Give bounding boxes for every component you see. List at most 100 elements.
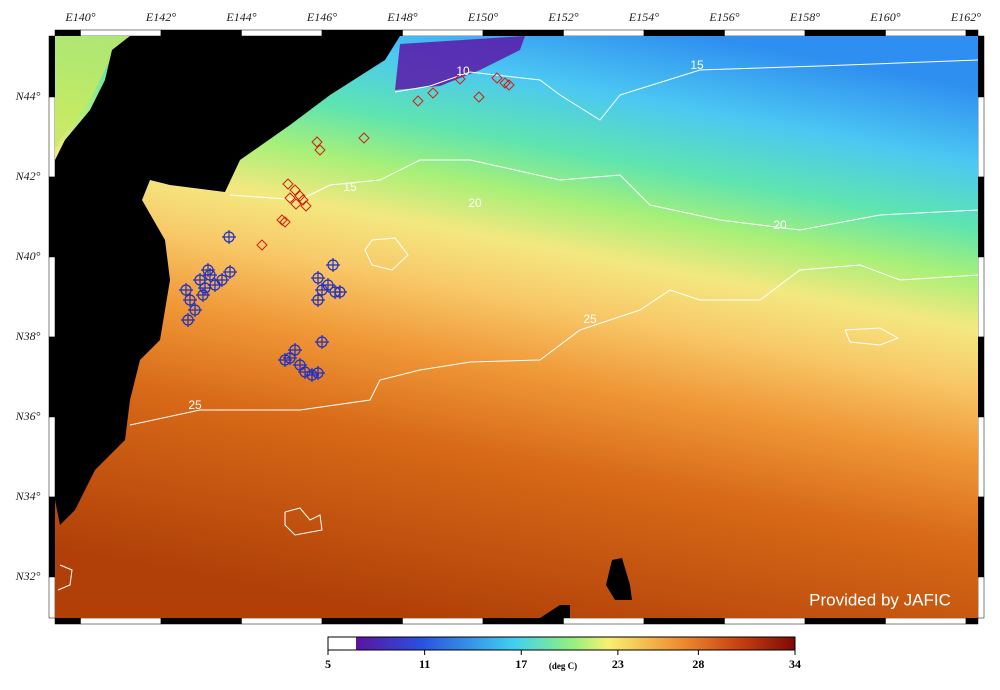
- cross-marker: [278, 353, 292, 367]
- border-segment: [563, 617, 645, 625]
- contour-label: 25: [188, 398, 202, 412]
- diamond-marker: [412, 95, 424, 107]
- cross-marker: [333, 285, 347, 299]
- diamond-marker: [284, 192, 296, 204]
- contour-line: [57, 564, 73, 591]
- contour-label: 15: [690, 58, 704, 72]
- border-segment: [643, 29, 725, 37]
- survey-stations: [179, 72, 515, 382]
- diamond-marker: [473, 91, 485, 103]
- lon-label: E146°: [306, 10, 337, 24]
- lat-label: N40°: [15, 249, 41, 263]
- cross-marker: [311, 366, 325, 380]
- border-segment: [160, 29, 242, 37]
- border-segment: [160, 617, 242, 625]
- border-segment: [965, 617, 979, 625]
- cross-marker: [198, 281, 212, 295]
- border-segment: [402, 29, 484, 37]
- contour-line: [364, 237, 409, 271]
- lat-label: N34°: [15, 489, 41, 503]
- border-segment: [977, 336, 985, 418]
- border-segment: [241, 617, 323, 625]
- border-segment: [48, 576, 56, 619]
- lon-label: E152°: [547, 10, 578, 24]
- lat-label: N32°: [15, 569, 41, 583]
- cross-marker: [181, 313, 195, 327]
- diamond-marker: [289, 184, 301, 196]
- border-segment: [804, 617, 886, 625]
- border-segment: [48, 336, 56, 418]
- cold-water: [395, 36, 525, 90]
- credit: Provided by JAFIC: [809, 590, 951, 609]
- diamond-marker: [290, 198, 302, 210]
- diamond-marker: [256, 239, 268, 251]
- cross-marker: [315, 335, 329, 349]
- contour-line: [284, 507, 323, 536]
- border-segment: [321, 617, 403, 625]
- border-segment: [80, 617, 162, 625]
- contour-label: 25: [583, 312, 597, 326]
- lon-label: E142°: [145, 10, 176, 24]
- lon-label: E144°: [225, 10, 256, 24]
- lon-label: E150°: [467, 10, 498, 24]
- border-segment: [977, 176, 985, 258]
- border-segment: [965, 29, 979, 37]
- border-segment: [977, 96, 985, 178]
- border-segment: [54, 617, 81, 625]
- lon-label: E158°: [789, 10, 820, 24]
- diamond-marker: [358, 132, 370, 144]
- border-segment: [402, 617, 484, 625]
- diamond-marker: [294, 190, 306, 202]
- colorbar-tick-label: 11: [419, 657, 430, 671]
- cross-marker: [311, 271, 325, 285]
- diamond-marker: [314, 144, 326, 156]
- border-segment: [724, 29, 806, 37]
- diamond-marker: [276, 214, 288, 226]
- lon-label: E154°: [628, 10, 659, 24]
- cross-marker: [223, 265, 237, 279]
- lon-label: E162°: [950, 10, 981, 24]
- colorbar-tick-label: 17: [515, 657, 527, 671]
- diamond-marker: [503, 79, 515, 91]
- border-segment: [48, 416, 56, 498]
- lat-label: N38°: [15, 329, 41, 343]
- colorbar-tick-label: 28: [692, 657, 704, 671]
- border-segment: [241, 29, 323, 37]
- diamond-marker: [491, 72, 503, 84]
- lat-label: N36°: [15, 409, 41, 423]
- lat-label: N44°: [15, 89, 41, 103]
- colorbar-tick-label: 5: [325, 657, 331, 671]
- border-segment: [48, 96, 56, 178]
- border-segment: [48, 256, 56, 338]
- cross-marker: [179, 283, 193, 297]
- border-segment: [977, 256, 985, 338]
- cross-marker: [288, 343, 302, 357]
- cross-marker: [188, 303, 202, 317]
- contour-label: 20: [773, 218, 787, 232]
- lon-label: E160°: [869, 10, 900, 24]
- contour-label: 20: [468, 196, 482, 210]
- border-segment: [724, 617, 806, 625]
- border-segment: [80, 29, 162, 37]
- cross-marker: [326, 258, 340, 272]
- diamond-marker: [297, 194, 309, 206]
- island: [540, 558, 632, 618]
- diamond-marker: [427, 87, 439, 99]
- cross-marker: [311, 293, 325, 307]
- border-segment: [482, 617, 564, 625]
- border-segment: [977, 576, 985, 619]
- japan-sea: [55, 36, 130, 150]
- colorbar-tick-label: 34: [789, 657, 801, 671]
- cross-marker: [305, 368, 319, 382]
- contour-line: [129, 264, 979, 426]
- border-segment: [48, 496, 56, 578]
- cross-marker: [222, 230, 236, 244]
- land: [55, 36, 400, 525]
- contour-label: 15: [343, 180, 357, 194]
- cross-marker: [298, 365, 312, 379]
- border-segment: [482, 29, 564, 37]
- diamond-marker: [311, 136, 323, 148]
- lon-label: E148°: [386, 10, 417, 24]
- border-segment: [48, 35, 56, 98]
